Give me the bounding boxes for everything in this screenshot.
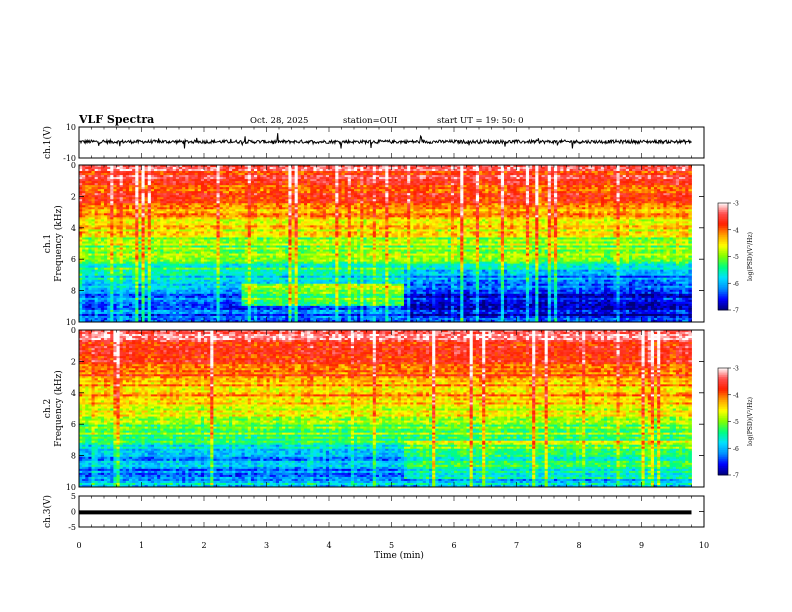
start-time-label: start UT = 19: 50: 0	[437, 116, 524, 126]
y-axis-label: ch.1(V)	[42, 126, 53, 159]
date-label: Oct. 28, 2025	[250, 116, 308, 126]
figure-title: VLF Spectra	[78, 113, 154, 126]
waveform-trace	[79, 133, 692, 148]
station-label: station=OUI	[343, 116, 397, 126]
y-tick-label: 10	[66, 123, 76, 132]
